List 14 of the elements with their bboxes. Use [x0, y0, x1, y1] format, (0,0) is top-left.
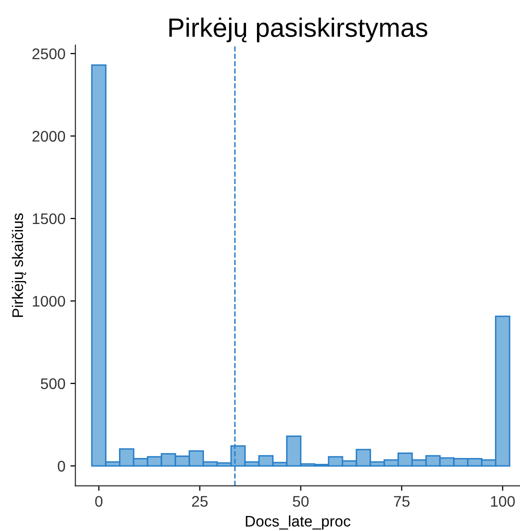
- y-tick-label: 2500: [32, 48, 66, 60]
- y-tick-label: 1500: [32, 213, 66, 224]
- y-tick-label: 2000: [32, 130, 66, 142]
- x-axis-title: Docs_late_proc: [246, 515, 350, 530]
- chart-title: Pirkėjų pasiskirstymas: [169, 18, 428, 42]
- x-tick-label: 75: [394, 496, 410, 507]
- y-axis-title: Pirkėjų skaičius: [12, 213, 26, 317]
- y-tick-label: 500: [40, 378, 66, 390]
- x-tick-label: 100: [491, 496, 515, 507]
- y-tick-label: 0: [58, 460, 66, 472]
- x-tick-label: 0: [95, 496, 102, 507]
- y-tick-label: 1000: [32, 296, 66, 307]
- x-tick-label: 25: [192, 496, 208, 507]
- x-tick-label: 50: [292, 496, 309, 507]
